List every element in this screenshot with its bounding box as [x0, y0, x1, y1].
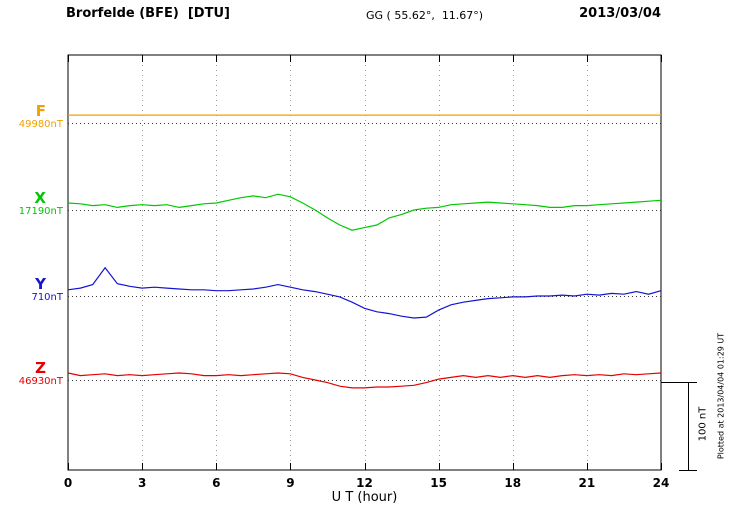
- component-baseline-value: 49980nT: [18, 119, 63, 130]
- component-letter: X: [34, 189, 46, 207]
- date-label: 2013/03/04: [579, 6, 661, 21]
- x-tick-label: 15: [430, 476, 447, 490]
- component-label-Z: Z 46930nT: [0, 361, 63, 388]
- component-label-F: F 49980nT: [0, 104, 63, 131]
- component-label-Y: Y 710nT: [0, 277, 63, 304]
- component-baseline-value: 710nT: [31, 292, 63, 303]
- x-tick-label: 12: [356, 476, 373, 490]
- trace-Z: [67, 372, 662, 389]
- x-axis-title: U T (hour): [331, 490, 398, 505]
- trace-X: [67, 193, 662, 231]
- x-tick-label: 3: [137, 476, 147, 490]
- x-tick-label: 6: [212, 476, 221, 490]
- component-baseline-value: 46930nT: [18, 376, 63, 387]
- component-baseline-value: 17190nT: [18, 206, 63, 217]
- x-tick-label: 9: [286, 476, 295, 490]
- plotted-at-note: Plotted at 2013/04/04 01:29 UT: [716, 332, 726, 460]
- plot-border: [67, 54, 662, 471]
- trace-Y: [67, 266, 662, 319]
- component-letter: Y: [35, 275, 46, 293]
- component-letter: Z: [35, 359, 46, 377]
- component-label-X: X 17190nT: [0, 191, 63, 218]
- x-tick-label: 18: [504, 476, 522, 490]
- station-title: Brorfelde (BFE) [DTU]: [66, 6, 230, 21]
- scale-bar-label: 100 nT: [697, 406, 709, 442]
- x-tick-label: 24: [652, 476, 670, 490]
- component-letter: F: [35, 102, 46, 120]
- x-tick-label: 0: [63, 476, 73, 490]
- x-tick-label: 21: [578, 476, 596, 490]
- geographic-coordinates: GG ( 55.62°, 11.67°): [366, 9, 484, 22]
